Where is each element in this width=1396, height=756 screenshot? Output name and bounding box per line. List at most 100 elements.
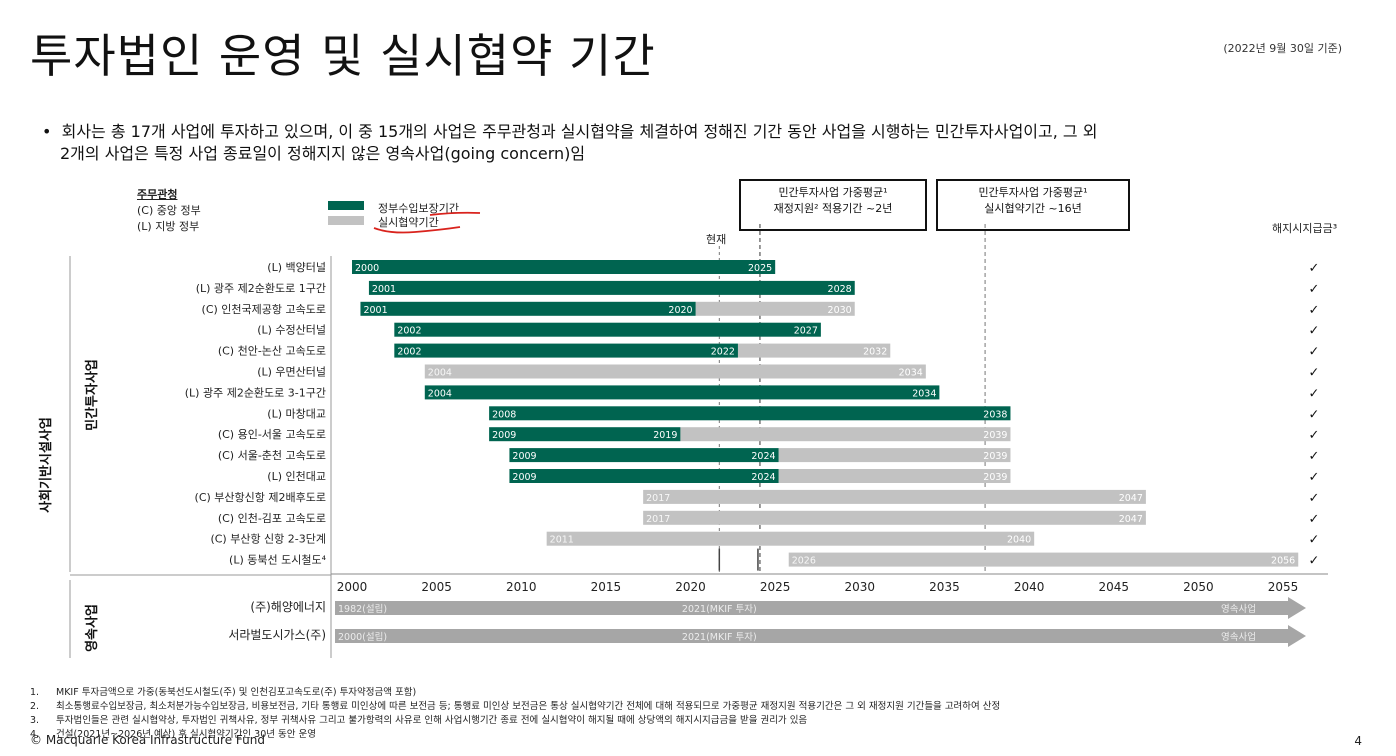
bar-gray-end-label: 2047: [1119, 493, 1143, 504]
project-name: (C) 서울-춘천 고속도로: [218, 448, 326, 462]
project-name: (L) 수정산터널: [257, 324, 326, 337]
bar-green-end-label: 2027: [794, 326, 818, 337]
bar-start-label: 2002: [397, 326, 421, 337]
bar-start-label: 2001: [363, 305, 387, 316]
x-tick-label: 2005: [421, 580, 452, 594]
going-concern-arrow: [335, 625, 1306, 647]
x-tick-label: 2030: [845, 580, 876, 594]
red-handwritten-underline: [373, 211, 481, 234]
avg-support-line1: 민간투자사업 가중평균¹: [778, 186, 888, 199]
bar-start-label: 2001: [372, 284, 396, 295]
revenue-guarantee-bar: [394, 343, 738, 358]
bar-gray-end-label: 2039: [983, 430, 1007, 441]
project-name: (C) 용인-서울 고속도로: [218, 428, 326, 441]
revenue-guarantee-bar: [509, 448, 779, 463]
x-tick-label: 2015: [591, 580, 622, 594]
project-name: (C) 인천국제공항 고속도로: [202, 302, 326, 316]
bar-start-label: 2017: [646, 514, 670, 525]
bar-start-label: 2009: [492, 430, 516, 441]
bar-green-end-label: 2020: [668, 305, 692, 316]
revenue-guarantee-bar: [360, 301, 696, 316]
bar-start-label: 2009: [512, 472, 536, 483]
going-concern-established-label: 2000(설립): [338, 631, 387, 643]
x-tick-label: 2055: [1268, 580, 1299, 594]
bar-gray-end-label: 2056: [1271, 556, 1295, 567]
project-name: (L) 인천대교: [267, 469, 326, 483]
footnotes: 1. MKIF 투자금액으로 가중(동북선도시철도(주) 및 인천김포고속도로(주…: [30, 684, 1000, 740]
page-title: 투자법인 운영 및 실시협약 기간: [30, 29, 656, 83]
concession-bar: [643, 489, 1146, 504]
concession-bar: [680, 427, 1011, 442]
termination-check-mark: ✓: [1309, 303, 1320, 318]
concession-bar: [546, 531, 1035, 546]
termination-check-mark: ✓: [1309, 449, 1320, 464]
termination-check-mark: ✓: [1309, 386, 1320, 401]
x-tick-label: 2010: [506, 580, 537, 594]
bar-green-end-label: 2028: [828, 284, 852, 295]
bar-green-end-label: 2024: [751, 472, 775, 483]
revenue-guarantee-bar: [352, 260, 776, 274]
avg-concession-period-box: 민간투자사업 가중평균¹ 실시협약기간 ~16년: [936, 179, 1130, 231]
footnote-1: 1. MKIF 투자금액으로 가중(동북선도시철도(주) 및 인천김포고속도로(주…: [30, 687, 417, 698]
concession-bar: [695, 301, 855, 316]
avg-concession-line1: 민간투자사업 가중평균¹: [978, 186, 1088, 199]
going-concern-name: 서라벌도시가스(주): [228, 628, 326, 642]
legend-gray-swatch: [328, 216, 364, 225]
termination-check-mark: ✓: [1309, 261, 1320, 276]
concession-bar: [778, 448, 1011, 463]
x-tick-label: 2020: [675, 580, 706, 594]
project-name: (L) 동북선 도시철도⁴: [229, 554, 327, 567]
concession-bar: [737, 343, 891, 358]
bar-start-label: 2002: [397, 347, 421, 358]
termination-check-mark: ✓: [1309, 428, 1320, 443]
going-concern-established-label: 1982(설립): [338, 603, 387, 615]
summary-bullet-line-1: • 회사는 총 17개 사업에 투자하고 있으며, 이 중 15개의 사업은 주…: [42, 118, 1097, 142]
x-tick-label: 2035: [929, 580, 960, 594]
going-concern-investment-label: 2021(MKIF 투자): [682, 604, 757, 615]
revenue-guarantee-bar: [424, 385, 940, 400]
termination-check-mark: ✓: [1309, 554, 1320, 569]
concession-bar: [424, 364, 926, 379]
going-concern-arrow: [335, 597, 1306, 619]
bar-gray-end-label: 2039: [983, 472, 1007, 483]
bar-green-end-label: 2034: [912, 388, 936, 399]
termination-check-mark: ✓: [1309, 282, 1320, 297]
avg-support-period-box: 민간투자사업 가중평균¹ 재정지원² 적용기간 ~2년: [739, 179, 927, 231]
bar-start-label: 2011: [550, 535, 574, 546]
group-label-infrastructure: 사회기반시설사업: [38, 417, 54, 513]
termination-check-mark: ✓: [1309, 407, 1320, 422]
page-number: 4: [1354, 734, 1362, 748]
bar-gray-end-label: 2030: [828, 305, 852, 316]
legend-gray-label: 실시협약기간: [378, 216, 439, 229]
bar-gray-end-label: 2047: [1119, 514, 1143, 525]
footnote-4: 4. 건설(2021년~2026년 예상) 후 실시협약기간인 30년 동안 운영: [30, 729, 316, 740]
termination-header: 해지시지급금³: [1272, 222, 1338, 235]
bullet-dot: •: [42, 122, 62, 141]
concession-bar: [788, 552, 1299, 567]
termination-check-mark: ✓: [1309, 512, 1320, 527]
legend-green-label: 정부수입보장기간: [378, 202, 459, 215]
group-label-ppp: 민간투자사업: [84, 359, 100, 431]
going-concern-name: (주)해양에너지: [250, 600, 326, 614]
project-name: (L) 백양터널: [267, 261, 326, 274]
project-name: (C) 부산항 신항 2-3단계: [210, 533, 326, 546]
project-name: (L) 우면산터널: [257, 366, 326, 379]
x-tick-label: 2050: [1183, 580, 1214, 594]
project-name: (L) 광주 제2순환도로 3-1구간: [185, 386, 326, 399]
bar-green-end-label: 2022: [711, 347, 735, 358]
footnote-3: 3. 투자법인들은 관련 실시협약상, 투자법인 귀책사유, 정부 귀책사유 그리…: [30, 715, 808, 726]
bar-gray-end-label: 2032: [863, 347, 887, 358]
revenue-guarantee-bar: [368, 280, 855, 295]
as-of-date: (2022년 9월 30일 기준): [1223, 42, 1342, 55]
bar-green-end-label: 2038: [983, 409, 1007, 420]
going-concern-end-label: 영속사업: [1221, 603, 1256, 615]
bar-start-label: 2004: [428, 388, 452, 399]
bar-green-end-label: 2024: [751, 451, 775, 462]
concession-bar: [778, 469, 1011, 483]
x-tick-label: 2045: [1098, 580, 1129, 594]
bar-start-label: 2009: [512, 451, 536, 462]
termination-check-mark: ✓: [1309, 470, 1320, 485]
going-concern-investment-label: 2021(MKIF 투자): [682, 632, 757, 643]
revenue-guarantee-bar: [394, 322, 821, 337]
project-name: (C) 부산항신항 제2배후도로: [195, 491, 326, 504]
